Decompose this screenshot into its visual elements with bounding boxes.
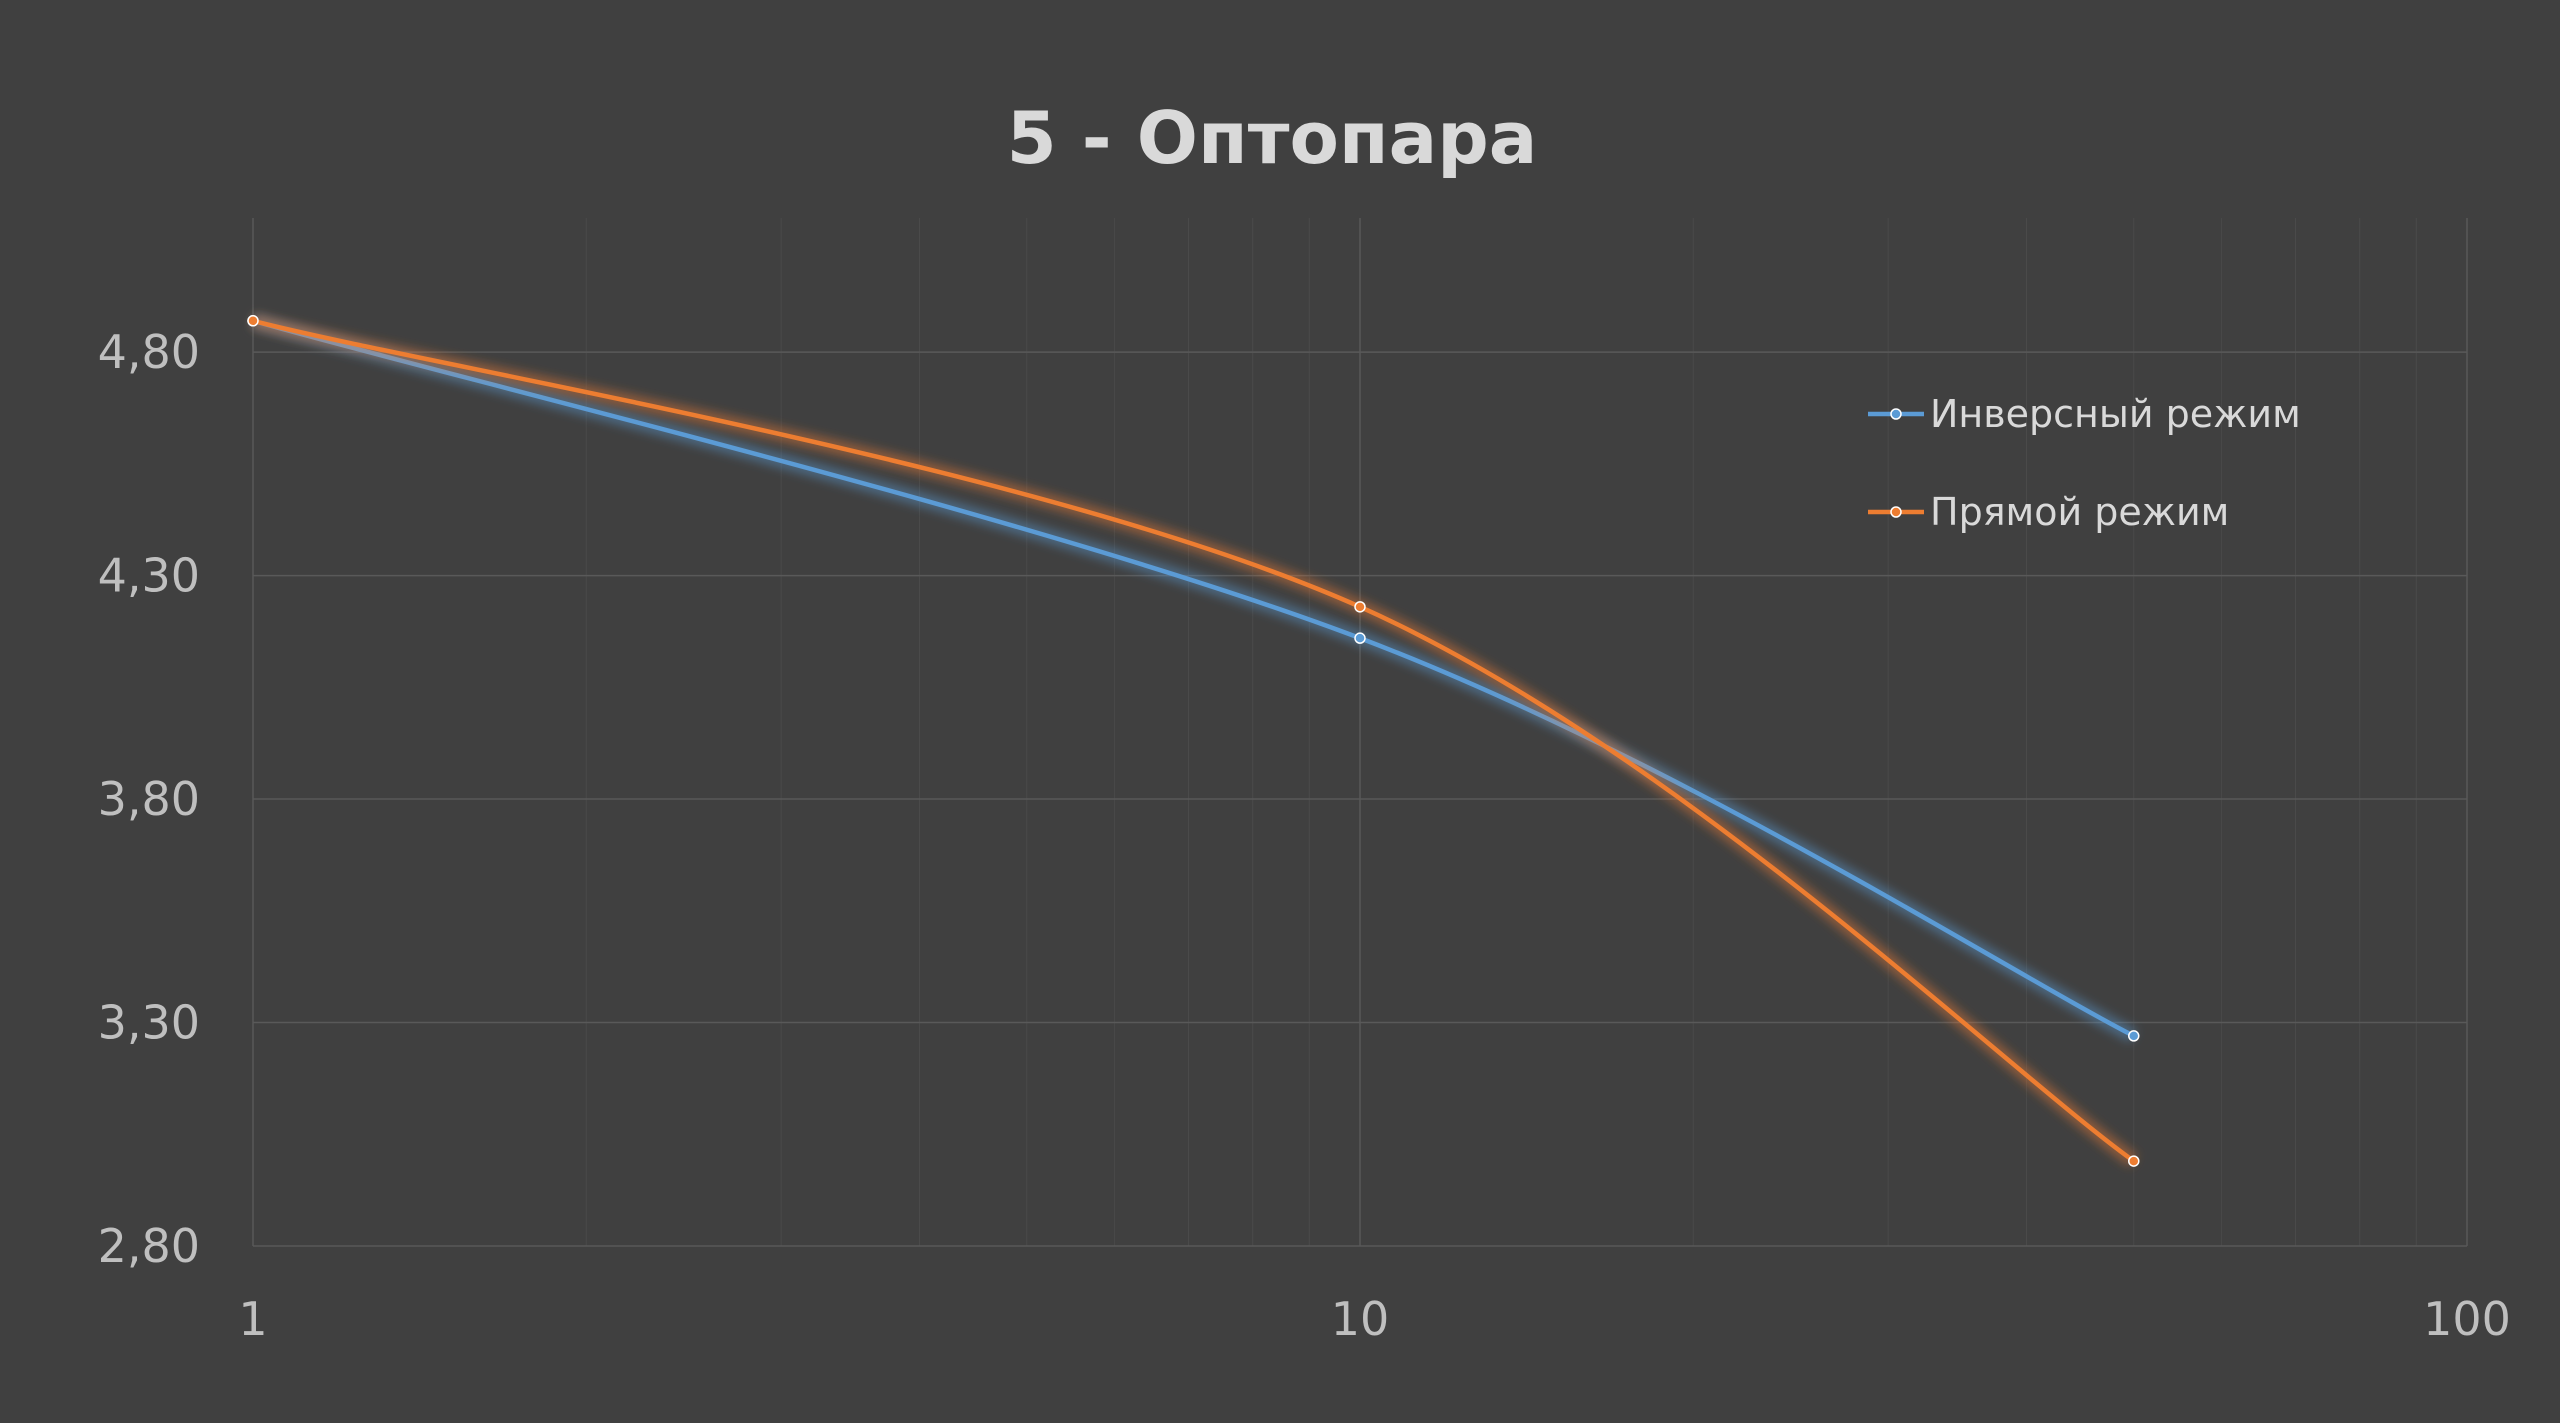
data-point xyxy=(1354,601,1366,613)
series-line xyxy=(250,318,2137,1039)
data-point xyxy=(247,315,259,327)
chart-title: 5 - Оптопара xyxy=(1007,96,1538,180)
x-tick-label: 100 xyxy=(2423,1292,2511,1346)
series-group xyxy=(247,314,2140,1167)
legend: Инверсный режим Прямой режим xyxy=(1868,392,2301,534)
series-line-glow xyxy=(251,314,2138,1167)
y-tick-label: 3,80 xyxy=(98,772,200,826)
y-tick-label: 3,30 xyxy=(98,996,200,1050)
y-tick-label: 2,80 xyxy=(98,1219,200,1273)
axes: 2,80 3,30 3,80 4,30 4,80 1 10 100 xyxy=(98,325,2511,1346)
series-2 xyxy=(247,314,2140,1167)
y-tick-label: 4,80 xyxy=(98,325,200,379)
series-line xyxy=(250,318,2137,1164)
x-tick-label: 1 xyxy=(238,1292,267,1346)
x-tick-label: 10 xyxy=(1331,1292,1390,1346)
grid xyxy=(252,218,2468,1247)
data-point xyxy=(1354,632,1366,644)
legend-label: Инверсный режим xyxy=(1930,392,2301,436)
data-point xyxy=(2128,1155,2140,1167)
y-tick-label: 4,30 xyxy=(98,549,200,603)
legend-label: Прямой режим xyxy=(1930,490,2229,534)
data-point xyxy=(2128,1030,2140,1042)
legend-marker xyxy=(1890,506,1902,518)
legend-marker xyxy=(1890,408,1902,420)
